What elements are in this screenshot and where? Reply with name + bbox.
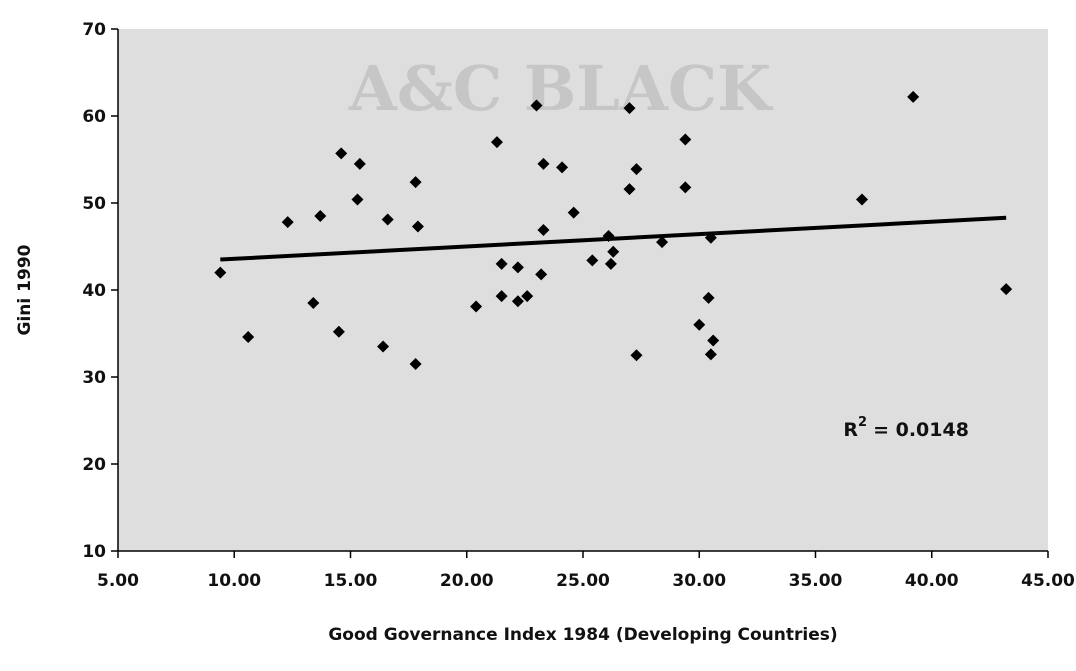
r-squared-value: = 0.0148	[873, 419, 969, 441]
data-point	[332, 325, 345, 338]
data-point	[630, 349, 643, 362]
data-point	[351, 193, 364, 206]
data-point	[623, 102, 636, 115]
x-tick-label: 40.00	[905, 571, 959, 591]
r-squared-label: R	[843, 419, 858, 441]
data-point	[556, 161, 569, 174]
data-point	[656, 236, 669, 249]
x-axis-title: Good Governance Index 1984 (Developing C…	[328, 625, 837, 645]
data-point	[567, 206, 580, 219]
y-tick-label: 60	[82, 107, 106, 127]
data-point	[630, 163, 643, 176]
trendline	[220, 215, 1007, 262]
x-tick-label: 25.00	[556, 571, 610, 591]
data-point	[530, 99, 543, 112]
r-squared-annotation: R2 = 0.0148	[843, 415, 969, 441]
data-point	[537, 157, 550, 170]
data-point	[511, 295, 524, 308]
data-point	[495, 290, 508, 303]
data-point	[604, 257, 617, 270]
y-tick-label: 70	[82, 20, 106, 40]
plot-area	[118, 29, 1048, 551]
data-point	[602, 230, 615, 243]
data-point	[907, 90, 920, 103]
r-squared-superscript: 2	[858, 415, 867, 430]
data-point	[377, 340, 390, 353]
data-point	[702, 291, 715, 304]
y-tick-label: 50	[82, 194, 106, 214]
data-point	[704, 231, 717, 244]
data-point	[607, 245, 620, 258]
data-point	[586, 254, 599, 267]
y-tick-label: 10	[82, 542, 106, 562]
data-point	[490, 136, 503, 149]
data-point	[521, 290, 534, 303]
x-tick-label: 5.00	[97, 571, 139, 591]
data-point	[409, 176, 422, 189]
x-tick-label: 15.00	[324, 571, 378, 591]
watermark: A&C BLACK	[348, 52, 773, 125]
data-point	[411, 220, 424, 233]
y-axis-title: Gini 1990	[15, 244, 35, 335]
data-point	[381, 213, 394, 226]
y-tick-label: 20	[82, 455, 106, 475]
data-point	[242, 330, 255, 343]
data-point	[307, 297, 320, 310]
x-tick-label: 45.00	[1021, 571, 1075, 591]
data-point	[470, 300, 483, 313]
data-point	[535, 268, 548, 281]
data-point	[679, 181, 692, 194]
data-point	[214, 266, 227, 279]
y-tick-label: 40	[82, 281, 106, 301]
x-tick-label: 30.00	[672, 571, 726, 591]
x-tick-label: 20.00	[440, 571, 494, 591]
x-tick-label: 10.00	[207, 571, 261, 591]
data-point	[335, 147, 348, 160]
data-point	[281, 216, 294, 229]
data-point	[314, 210, 327, 223]
x-tick-label: 35.00	[789, 571, 843, 591]
data-point	[707, 334, 720, 347]
data-point	[511, 261, 524, 274]
data-point	[353, 157, 366, 170]
y-tick-label: 30	[82, 368, 106, 388]
data-point	[537, 223, 550, 236]
data-point	[409, 357, 422, 370]
data-point	[495, 257, 508, 270]
data-point	[693, 318, 706, 331]
data-point	[704, 348, 717, 361]
data-point	[856, 193, 868, 206]
data-point	[679, 133, 692, 146]
data-point	[623, 183, 636, 196]
data-point	[1000, 283, 1013, 296]
